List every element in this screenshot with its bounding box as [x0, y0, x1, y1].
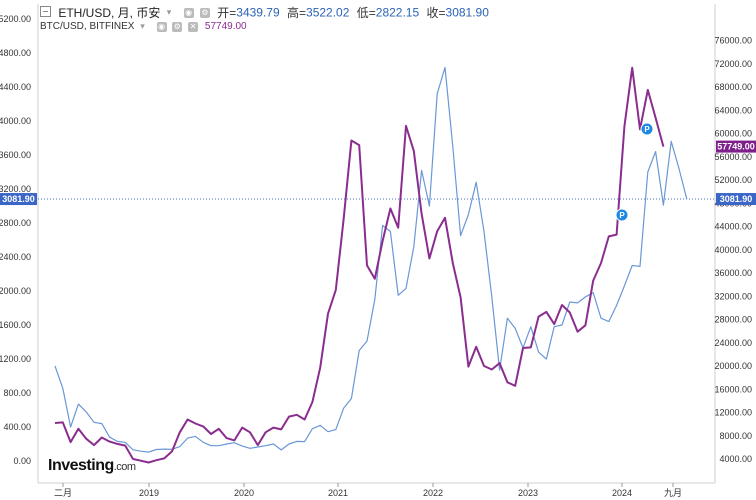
x-tick-label: 2024 [612, 488, 632, 498]
left-tick-label: 2000.00 [0, 286, 31, 296]
btc-right-price-label: 57749.00 [717, 142, 755, 152]
p-marker-icon [640, 122, 654, 136]
right-tick-label: 56000.00 [714, 152, 752, 162]
right-tick-label: 16000.00 [714, 384, 752, 394]
header-ohlc: ETH/USD, 月, 币安 ▾ ◉ ⚙ 开=3439.79 高=3522.02… [40, 4, 489, 21]
x-tick-label: 2021 [328, 488, 348, 498]
left-tick-label: 2400.00 [0, 252, 31, 262]
close-icon[interactable]: ✕ [188, 21, 199, 32]
right-tick-label: 4000.00 [719, 454, 752, 464]
x-tick-label: 2023 [518, 488, 538, 498]
right-tick-label: 76000.00 [714, 36, 752, 46]
left-tick-label: 800.00 [3, 388, 31, 398]
left-tick-label: 3200.00 [0, 184, 31, 194]
left-tick-label: 5200.00 [0, 14, 31, 24]
left-tick-label: 4400.00 [0, 82, 31, 92]
p-marker-label: P [644, 125, 650, 134]
low-label: 低= [356, 6, 376, 20]
btc-right-price-badge [716, 140, 756, 153]
eth-left-price-label: 3081.90 [2, 194, 35, 204]
investing-logo: Investing.com [48, 457, 136, 474]
collapse-icon[interactable] [40, 6, 51, 17]
eth-right-price-label: 3081.90 [720, 194, 753, 204]
left-tick-label: 2800.00 [0, 218, 31, 228]
right-tick-label: 52000.00 [714, 175, 752, 185]
chevron-down-icon[interactable]: ▾ [166, 7, 172, 17]
x-tick-label: 2019 [139, 488, 159, 498]
eth-series-line [54, 66, 688, 453]
high-label: 高= [287, 6, 307, 20]
p-marker-label: P [619, 211, 625, 220]
right-tick-label: 8000.00 [719, 431, 752, 441]
right-tick-label: 24000.00 [714, 338, 752, 348]
right-tick-label: 44000.00 [714, 222, 752, 232]
left-tick-label: 3600.00 [0, 150, 31, 160]
x-tick-label: 2020 [234, 488, 254, 498]
left-tick-label: 4800.00 [0, 48, 31, 58]
open-value: 3439.79 [236, 5, 280, 20]
right-tick-label: 28000.00 [714, 315, 752, 325]
close-value: 3081.90 [445, 5, 489, 20]
eye-icon[interactable]: ◉ [156, 21, 167, 32]
chevron-down-icon[interactable]: ▾ [140, 21, 145, 31]
right-tick-label: 32000.00 [714, 291, 752, 301]
settings-icon[interactable]: ⚙ [199, 7, 210, 18]
symbol-pair[interactable]: ETH/USD, 月, 币安 [58, 6, 161, 20]
right-tick-label: 20000.00 [714, 361, 752, 371]
right-tick-label: 64000.00 [714, 105, 752, 115]
left-tick-label: 4000.00 [0, 116, 31, 126]
btc-series-line [54, 66, 665, 464]
left-tick-label: 0.00 [13, 456, 31, 466]
x-tick-label: 九月 [664, 488, 682, 498]
low-value: 2822.15 [375, 5, 420, 20]
eth-right-price-badge [716, 193, 756, 206]
high-value: 3522.02 [306, 5, 350, 20]
close-label: 收= [426, 6, 446, 20]
open-label: 开= [217, 6, 237, 20]
p-marker-icon [615, 208, 629, 222]
right-tick-label: 68000.00 [714, 82, 752, 92]
right-tick-label: 36000.00 [714, 268, 752, 278]
eth-left-price-badge [0, 193, 37, 206]
x-tick-label: 二月 [54, 488, 72, 498]
eye-icon[interactable]: ◉ [183, 7, 194, 18]
right-tick-label: 60000.00 [714, 129, 752, 139]
settings-icon[interactable]: ⚙ [172, 21, 183, 32]
left-tick-label: 400.00 [3, 422, 31, 432]
x-tick-label: 2022 [423, 488, 443, 498]
right-tick-label: 40000.00 [714, 245, 752, 255]
left-tick-label: 1200.00 [0, 354, 31, 364]
compare-value: 57749.00 [204, 21, 247, 32]
compare-legend: BTC/USD, BITFINEX ▾ ◉ ⚙ ✕ 57749.00 [40, 21, 247, 32]
compare-symbol[interactable]: BTC/USD, BITFINEX [40, 21, 135, 32]
right-tick-label: 12000.00 [714, 408, 752, 418]
left-tick-label: 1600.00 [0, 320, 31, 330]
right-tick-label: 72000.00 [714, 59, 752, 69]
